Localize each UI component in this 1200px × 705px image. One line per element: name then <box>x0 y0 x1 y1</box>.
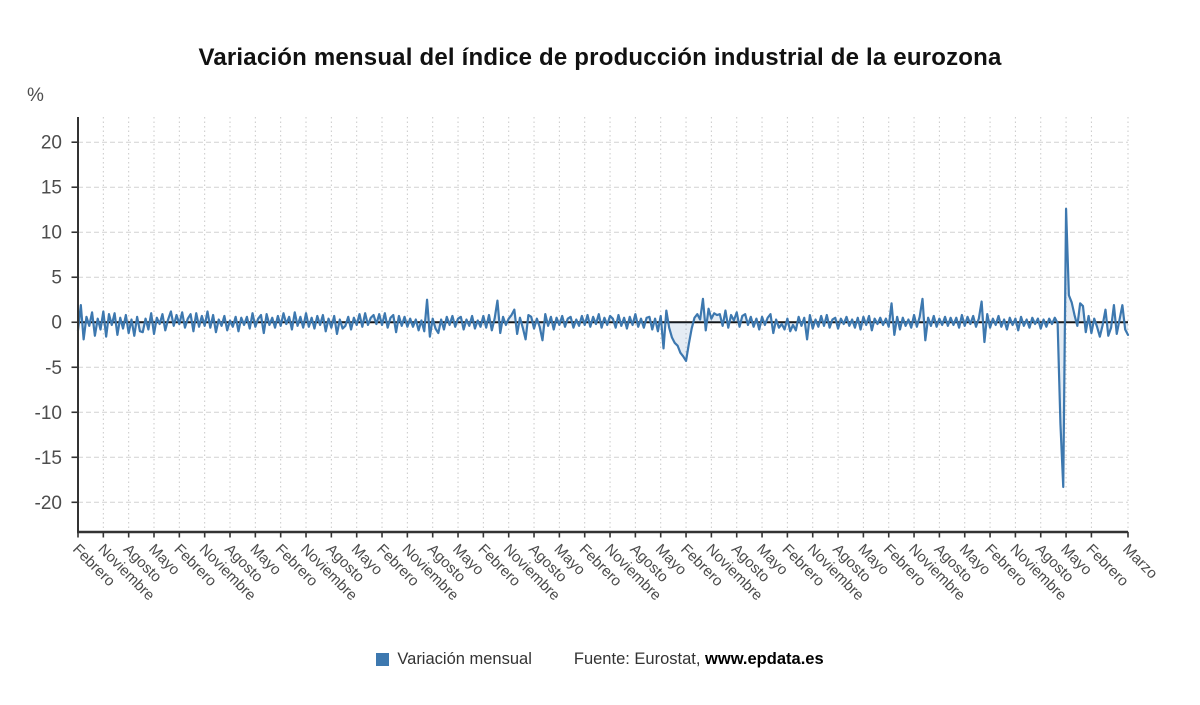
y-axis-labels: 20 15 10 5 0 -5 -10 -15 -20 <box>35 133 62 514</box>
y-tick-label: 5 <box>51 268 62 289</box>
x-axis-labels: FebreroNoviembreAgostoMayoFebreroNoviemb… <box>69 541 1160 604</box>
y-tick-label: 15 <box>41 178 62 199</box>
legend-series-label: Variación mensual <box>397 649 532 668</box>
source-attribution: Fuente: Eurostat, www.epdata.es <box>574 650 824 669</box>
y-tick-label: 20 <box>41 133 62 154</box>
y-tick-label: 0 <box>51 313 62 334</box>
y-tick-label: -20 <box>35 493 62 514</box>
y-tick-label: -10 <box>35 403 62 424</box>
y-tick-label: -5 <box>45 358 62 379</box>
line-chart-plot[interactable]: 20 15 10 5 0 -5 -10 -15 -20 FebreroNoviembreAgost… <box>0 0 1200 640</box>
source-site: www.epdata.es <box>705 649 824 668</box>
vertical-gridlines <box>77 117 1129 538</box>
legend-swatch-icon <box>376 652 390 666</box>
series-area-fill <box>78 208 1128 487</box>
series-line <box>76 207 1130 489</box>
horizontal-gridlines <box>71 141 1128 504</box>
source-prefix: Fuente: Eurostat, <box>573 649 706 668</box>
y-tick-label: 10 <box>41 223 62 244</box>
y-tick-label: -15 <box>35 448 62 469</box>
chart-legend[interactable]: Variación mensual Fuente: Eurostat, www.… <box>0 646 1200 672</box>
y-axis-unit-label: % <box>27 85 44 106</box>
chart-title: Variación mensual del índice de producci… <box>198 44 1002 72</box>
